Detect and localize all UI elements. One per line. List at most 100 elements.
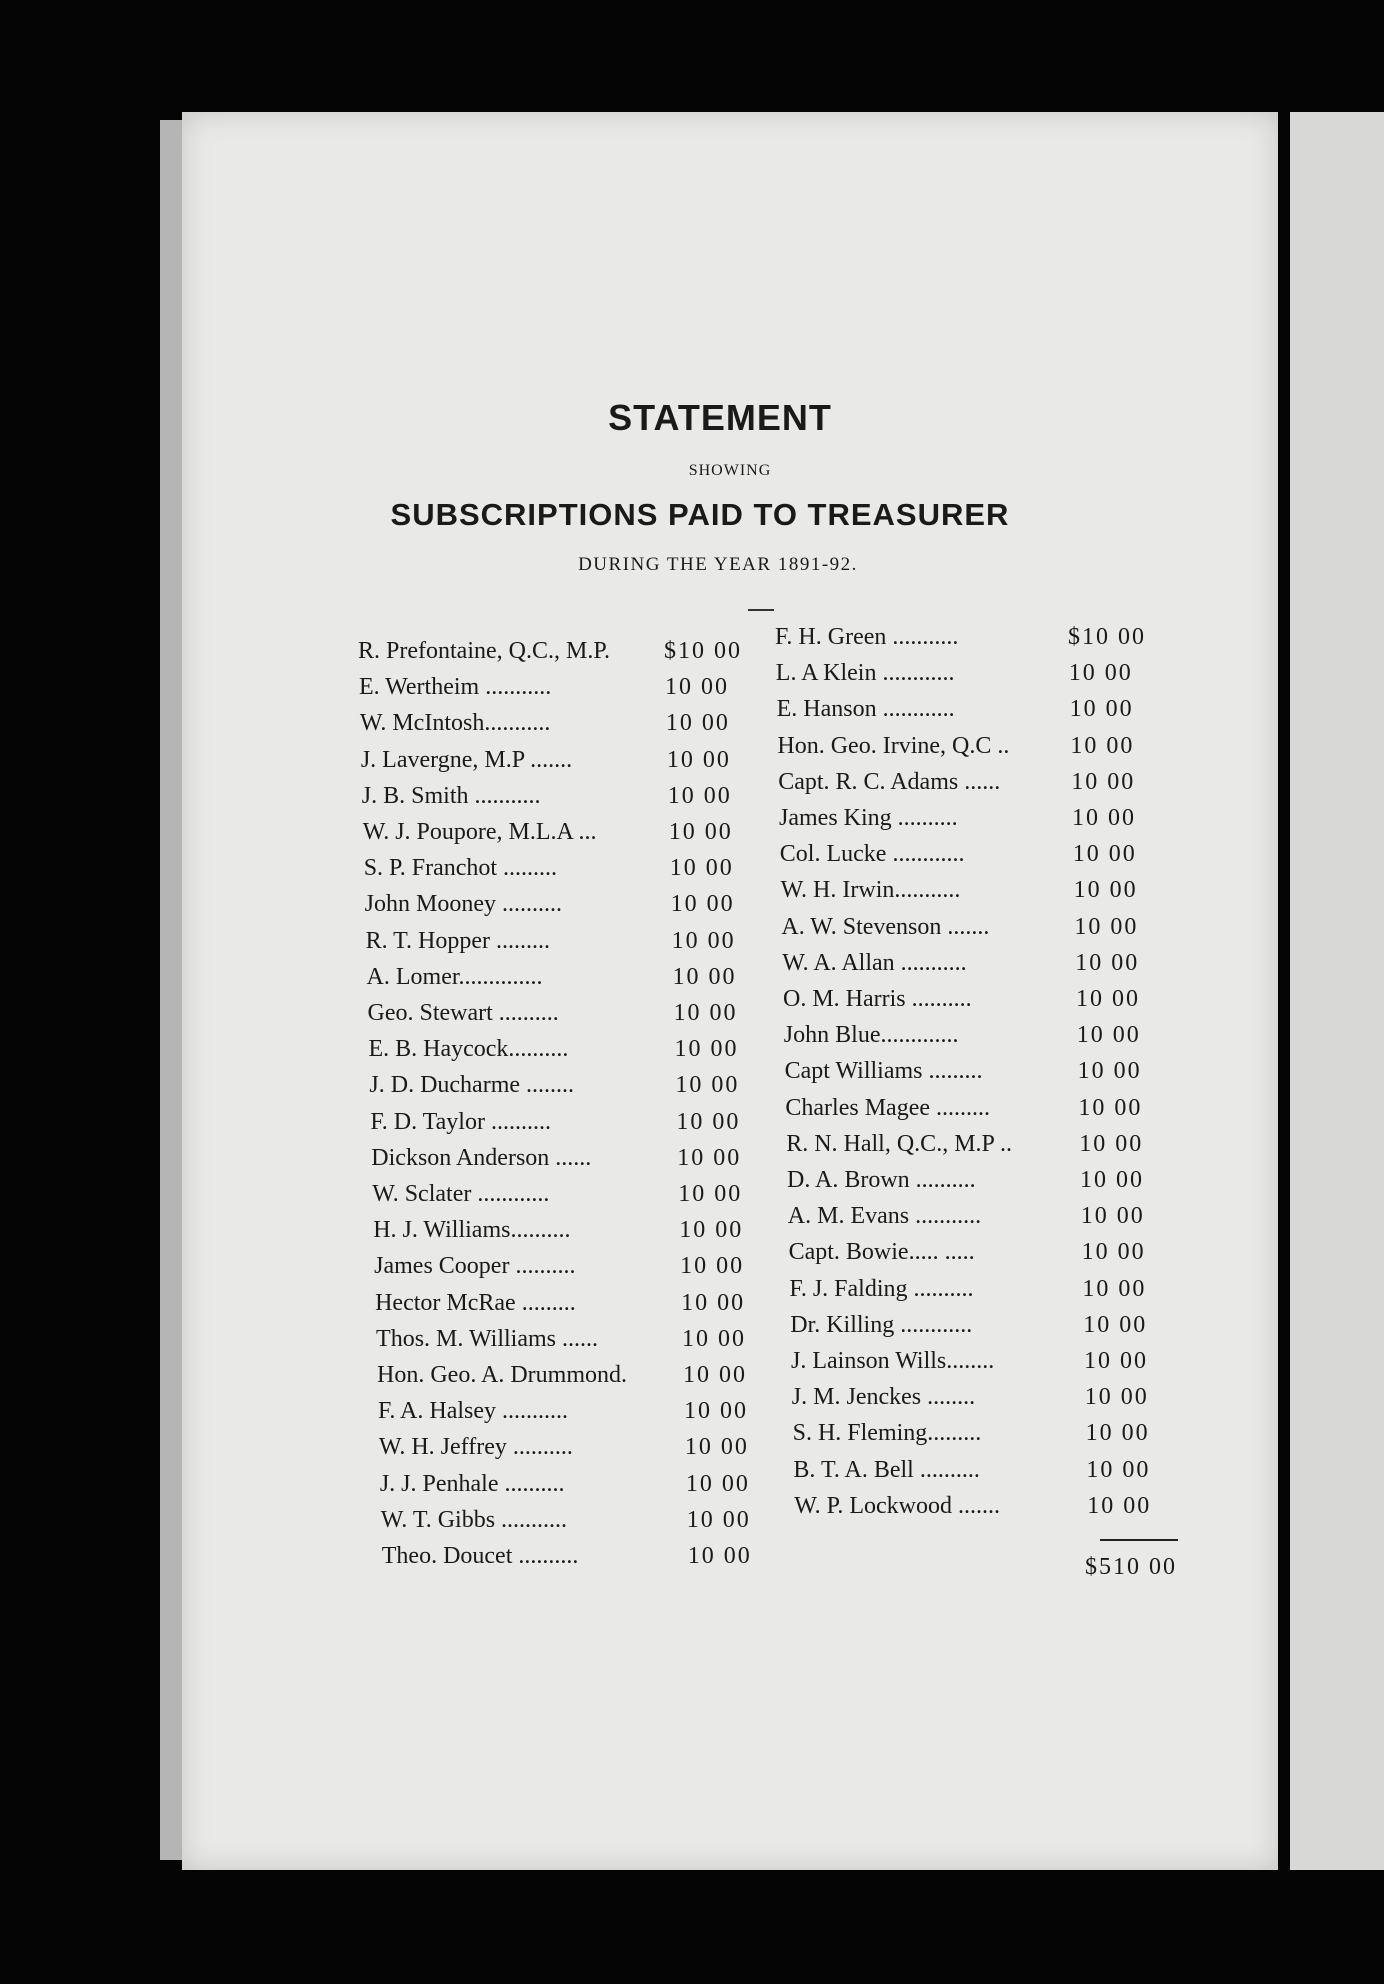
- subscriber-name: E. B. Haycock..........: [368, 1036, 569, 1063]
- subscription-amount: 10 00: [686, 1506, 751, 1533]
- subscription-amount: 10 00: [675, 1072, 740, 1099]
- subscription-amount: 10 00: [1072, 805, 1136, 831]
- subscription-amount: 10 00: [679, 1217, 744, 1244]
- subscription-amount: 10 00: [670, 891, 735, 918]
- subscriber-name: B. T. A. Bell ..........: [793, 1456, 980, 1483]
- subscription-amount: 10 00: [1071, 768, 1136, 795]
- subscription-amount: 10 00: [1083, 1311, 1148, 1338]
- showing-label: SHOWING: [688, 462, 772, 479]
- subscriber-name: John Blue.............: [783, 1022, 959, 1049]
- subscriber-name: Geo. Stewart ..........: [367, 1000, 559, 1026]
- total-rule: [1100, 1539, 1178, 1541]
- subscription-amount: 10 00: [1077, 1058, 1142, 1085]
- subscriber-name: Capt. R. C. Adams ......: [778, 768, 1001, 795]
- subscriber-name: Dickson Anderson ......: [371, 1144, 592, 1171]
- subscriber-name: F. J. Falding ..........: [789, 1275, 974, 1302]
- subscriber-name: H. J. Williams..........: [373, 1217, 571, 1244]
- subscriber-name: J. B. Smith ...........: [361, 782, 541, 809]
- subscriber-name: F. D. Taylor ..........: [370, 1108, 551, 1135]
- subscriber-name: Hector McRae .........: [375, 1289, 576, 1316]
- subscription-amount: 10 00: [673, 1000, 738, 1026]
- subscription-amount: 10 00: [668, 819, 733, 845]
- subscription-amount: 10 00: [1085, 1420, 1150, 1447]
- total-amount: $510 00: [1085, 1554, 1177, 1580]
- subscriber-name: James Cooper ..........: [374, 1253, 576, 1280]
- subscription-amount: 10 00: [1069, 696, 1134, 723]
- subscriber-name: J. D. Ducharme ........: [369, 1072, 575, 1099]
- subscriber-name: Dr. Killing ............: [790, 1311, 973, 1338]
- subscriber-name: F. A. Halsey ...........: [377, 1398, 569, 1425]
- subscriber-name: Hon. Geo. A. Drummond.: [377, 1362, 627, 1388]
- subscription-amount: 10 00: [1074, 913, 1139, 940]
- subscription-amount: 10 00: [664, 674, 729, 701]
- subscription-amount: $10 00: [664, 638, 742, 664]
- subscription-amount: 10 00: [1080, 1167, 1144, 1193]
- subscriber-name: E. Wertheim ...........: [358, 674, 552, 701]
- subscriber-name: Hon. Geo. Irvine, Q.C ..: [777, 732, 1010, 759]
- subscriber-name: A. Lomer..............: [366, 963, 543, 990]
- subscriber-name: W. Sclater ............: [372, 1181, 550, 1207]
- subscriber-name: W. A. Allan ...........: [782, 949, 967, 976]
- subscriber-name: Capt Williams .........: [784, 1058, 983, 1085]
- subscription-amount: 10 00: [683, 1398, 748, 1425]
- subscription-amount: 10 00: [1082, 1275, 1147, 1302]
- subscriber-name: R. Prefontaine, Q.C., M.P.: [358, 638, 610, 664]
- subscriber-name: A. W. Stevenson .......: [781, 913, 990, 940]
- subscription-amount: 10 00: [669, 855, 734, 882]
- subscriber-name: Thos. M. Williams ......: [376, 1325, 598, 1352]
- subscriber-name: W. P. Lockwood .......: [794, 1492, 1000, 1519]
- subscription-amount: 10 00: [665, 710, 730, 737]
- subscriber-name: R. N. Hall, Q.C., M.P ..: [786, 1130, 1012, 1157]
- subscription-amount: 10 00: [667, 782, 732, 809]
- subscription-amount: 10 00: [677, 1144, 742, 1171]
- subscriber-name: Capt. Bowie..... .....: [788, 1239, 975, 1266]
- subscription-amount: 10 00: [1084, 1348, 1148, 1374]
- title: STATEMENT: [608, 397, 832, 438]
- subscription-amount: 10 00: [1075, 949, 1140, 976]
- subscriber-name: Col. Lucke ............: [779, 841, 965, 868]
- subscriber-name: L. A Klein ............: [775, 660, 955, 687]
- subscriber-name: F. H. Green ...........: [775, 624, 959, 650]
- subscriber-name: O. M. Harris ..........: [783, 986, 972, 1012]
- period: DURING THE YEAR 1891-92.: [578, 554, 858, 575]
- subscription-amount: 10 00: [676, 1108, 741, 1135]
- subscription-amount: 10 00: [1073, 877, 1138, 904]
- subscription-amount: $10 00: [1068, 624, 1146, 650]
- subscription-amount: 10 00: [684, 1434, 749, 1461]
- subscriber-name: S. P. Franchot .........: [363, 855, 558, 882]
- facing-page: [1290, 112, 1384, 1870]
- subscription-amount: 10 00: [671, 927, 736, 954]
- subscription-amount: 10 00: [1079, 1130, 1144, 1157]
- subscription-amount: 10 00: [681, 1289, 746, 1316]
- subscription-amount: 10 00: [1076, 986, 1140, 1012]
- subscriber-name: James King ..........: [779, 805, 958, 831]
- subscriber-name: W. J. Poupore, M.L.A ...: [362, 819, 597, 845]
- subscription-amount: 10 00: [674, 1036, 739, 1063]
- subscription-amount: 10 00: [1084, 1384, 1149, 1411]
- subscription-amount: 10 00: [1081, 1239, 1146, 1266]
- subscriber-name: E. Hanson ............: [776, 696, 955, 723]
- subtitle: SUBSCRIPTIONS PAID TO TREASURER: [390, 497, 1010, 532]
- subscriber-name: J. Lavergne, M.P .......: [360, 746, 573, 773]
- subscription-amount: 10 00: [1070, 732, 1135, 759]
- subscription-amount: 10 00: [1080, 1203, 1145, 1230]
- subscriber-name: W. H. Jeffrey ..........: [378, 1434, 573, 1461]
- subscription-amount: 10 00: [1078, 1094, 1143, 1121]
- subscriber-name: Theo. Doucet ..........: [381, 1543, 579, 1569]
- subscription-amount: 10 00: [680, 1253, 745, 1280]
- subscription-amount: 10 00: [687, 1543, 752, 1569]
- subscription-amount: 10 00: [1068, 660, 1133, 687]
- subscription-amount: 10 00: [1072, 841, 1137, 868]
- subscriber-name: J. Lainson Wills........: [791, 1348, 995, 1374]
- divider: [748, 609, 774, 611]
- subscriber-name: S. H. Fleming.........: [792, 1420, 982, 1447]
- document-page: STATEMENT SHOWING SUBSCRIPTIONS PAID TO …: [182, 112, 1278, 1870]
- subscription-amount: 10 00: [672, 963, 737, 990]
- subscriber-name: John Mooney ..........: [364, 891, 562, 918]
- subscriber-name: D. A. Brown ..........: [787, 1167, 976, 1193]
- subscription-amount: 10 00: [683, 1362, 747, 1388]
- subscription-amount: 10 00: [1086, 1456, 1151, 1483]
- subscriber-name: W. H. Irwin...........: [780, 877, 961, 904]
- subscription-amount: 10 00: [666, 746, 731, 773]
- subscription-amount: 10 00: [685, 1470, 750, 1497]
